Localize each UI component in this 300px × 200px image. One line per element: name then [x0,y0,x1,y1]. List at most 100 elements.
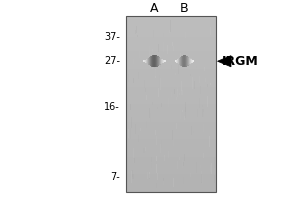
Bar [148,58,150,65]
Bar [203,124,204,132]
Bar [192,60,194,62]
Bar [184,96,185,105]
Bar [186,56,188,66]
Bar [184,154,185,161]
Bar [126,60,216,63]
Bar [173,178,174,187]
Bar [177,59,178,63]
Bar [126,75,216,78]
Bar [126,104,216,107]
Bar [177,60,178,63]
Bar [145,60,146,63]
Bar [175,60,176,62]
Bar [146,60,147,63]
Bar [200,165,201,168]
Bar [156,156,157,161]
Bar [162,60,164,63]
Bar [176,60,177,63]
Bar [126,95,216,98]
Bar [126,101,216,104]
Bar [126,43,216,46]
Bar [130,128,131,139]
Bar [147,172,148,179]
Bar [146,95,147,100]
Bar [189,58,190,64]
Bar [199,46,200,51]
Bar [163,60,164,63]
Text: A: A [150,2,159,15]
Bar [149,108,150,118]
Bar [149,46,150,58]
Bar [179,58,180,65]
Bar [187,56,188,66]
Bar [158,57,159,66]
Bar [190,59,191,64]
Bar [176,60,178,63]
Bar [177,60,178,63]
Bar [126,34,216,37]
Bar [175,73,176,75]
Bar [206,84,208,87]
Bar [177,89,178,97]
Bar [144,60,145,62]
Bar [156,136,157,145]
Bar [147,59,148,64]
Bar [186,56,187,67]
Bar [126,172,216,174]
Bar [209,136,210,147]
Bar [126,98,216,101]
Bar [170,20,171,32]
Bar [126,37,216,40]
Bar [159,58,160,65]
Bar [190,59,191,63]
Bar [178,59,179,63]
Bar [148,58,149,65]
Bar [194,148,195,152]
Bar [126,19,216,22]
Bar [158,44,159,52]
Bar [126,157,216,160]
Text: 37-: 37- [104,32,120,42]
Bar [187,56,188,66]
Bar [126,16,216,19]
Bar [160,56,161,62]
Bar [189,58,190,64]
Bar [126,28,216,31]
Bar [177,59,178,63]
Bar [163,98,164,101]
Bar [152,55,154,67]
Bar [133,159,134,163]
Bar [161,103,162,107]
Bar [145,60,146,63]
Bar [192,136,193,143]
Bar [172,130,173,140]
Bar [193,28,194,31]
Bar [190,59,192,63]
Bar [189,58,190,64]
Bar [207,96,208,107]
Bar [126,160,216,163]
Bar [161,120,162,129]
Bar [182,90,183,95]
Bar [156,56,157,67]
Bar [126,128,216,131]
Text: B: B [180,2,189,15]
Bar [185,32,186,38]
Bar [144,60,145,62]
Bar [126,163,216,166]
Bar [126,142,216,145]
Bar [161,59,162,64]
Bar [126,131,216,133]
Bar [176,60,177,62]
Bar [184,55,185,67]
Bar [214,175,215,183]
Bar [164,60,165,62]
Bar [182,110,183,112]
Bar [183,177,184,184]
Bar [160,144,161,153]
Bar [205,150,206,158]
Bar [184,55,186,67]
Bar [150,56,152,66]
Bar [197,109,198,117]
Bar [185,55,186,67]
